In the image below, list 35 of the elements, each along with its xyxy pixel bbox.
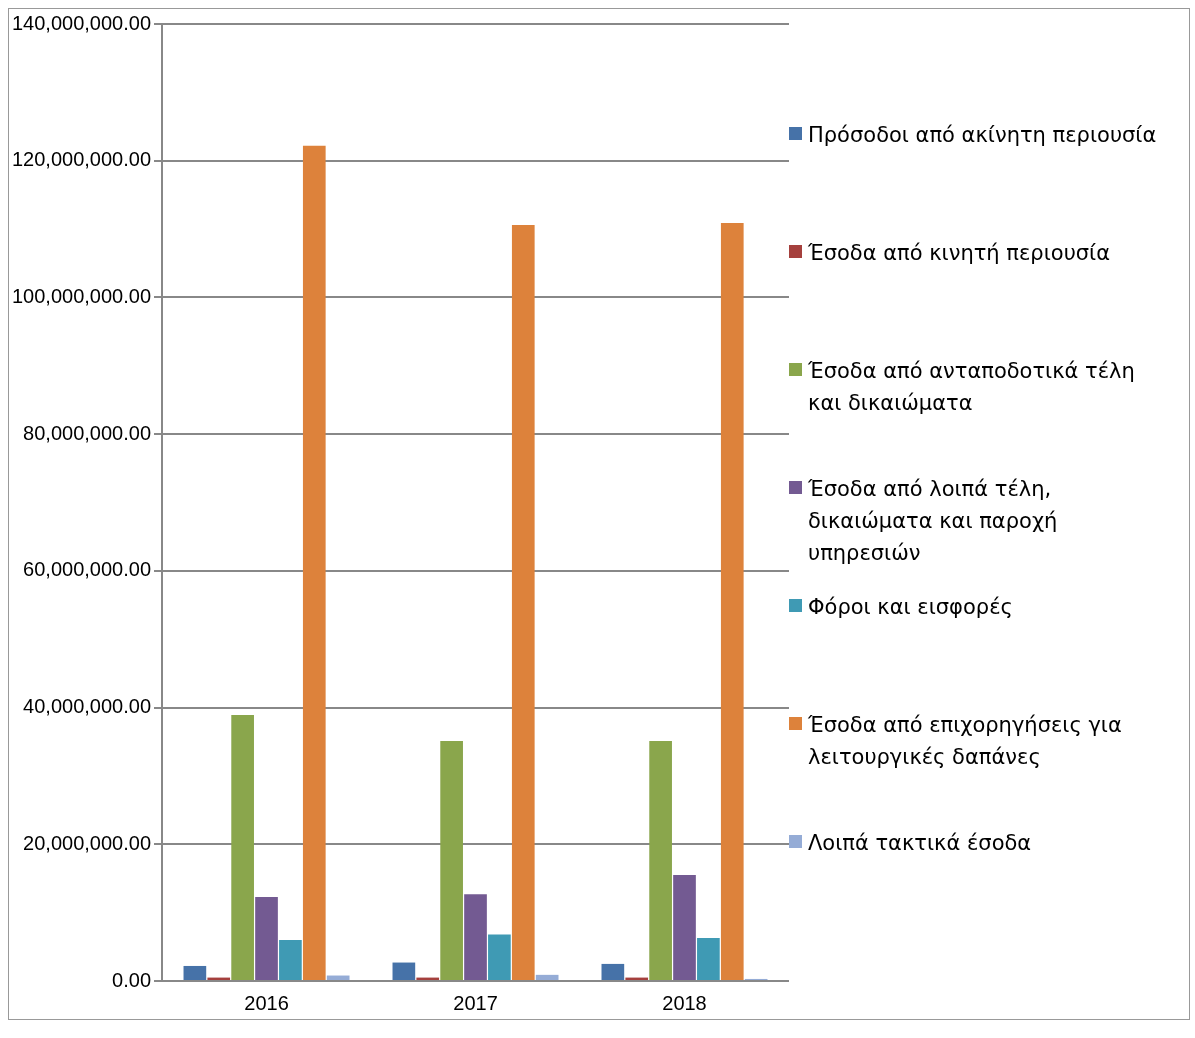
bar xyxy=(255,896,278,980)
y-tick-label: 20,000,000.00 xyxy=(23,831,152,854)
y-tick-label: 40,000,000.00 xyxy=(23,695,152,718)
bar xyxy=(511,224,535,980)
y-tick-label: 80,000,000.00 xyxy=(23,421,152,444)
bar xyxy=(649,741,672,980)
bar xyxy=(464,894,487,980)
bar xyxy=(673,875,696,980)
bar xyxy=(231,715,254,980)
bar xyxy=(601,963,625,980)
bar xyxy=(183,965,207,980)
legend-label: Έσοδα από επιχορηγήσεις για λειτουργικές δαπάνες xyxy=(808,712,1123,771)
legend-label: Φόροι και εισφορές xyxy=(808,594,1013,621)
bar xyxy=(535,974,559,980)
legend-label: Πρόσοδοι από ακίνητη περιουσία xyxy=(808,122,1157,149)
bar xyxy=(326,975,350,980)
legend-label: Λοιπά τακτικά έσοδα xyxy=(808,830,1032,857)
x-tick-label: 2018 xyxy=(662,991,707,1014)
bar xyxy=(279,939,302,980)
legend-label: Έσοδα από λοιπά τέλη, δικαιώματα και παροχή υπηρεσιών xyxy=(808,476,1059,567)
y-tick-label: 100,000,000.00 xyxy=(11,284,152,307)
x-tick-label: 2017 xyxy=(453,991,498,1014)
y-tick-label: 0.00 xyxy=(112,968,152,991)
bar xyxy=(697,937,720,980)
bar xyxy=(440,741,463,980)
legend-label: Έσοδα από ανταποδοτικά τέλη και δικαιώματα xyxy=(808,358,1136,417)
y-tick-label: 60,000,000.00 xyxy=(23,558,152,581)
bar xyxy=(488,934,511,980)
bar xyxy=(720,222,744,980)
bar xyxy=(302,145,326,980)
y-tick-label: 120,000,000.00 xyxy=(11,148,152,171)
bar xyxy=(392,962,416,980)
x-tick-label: 2016 xyxy=(244,991,289,1014)
y-tick-label: 140,000,000.00 xyxy=(11,11,152,34)
legend-label: Έσοδα από κινητή περιουσία xyxy=(808,240,1111,267)
